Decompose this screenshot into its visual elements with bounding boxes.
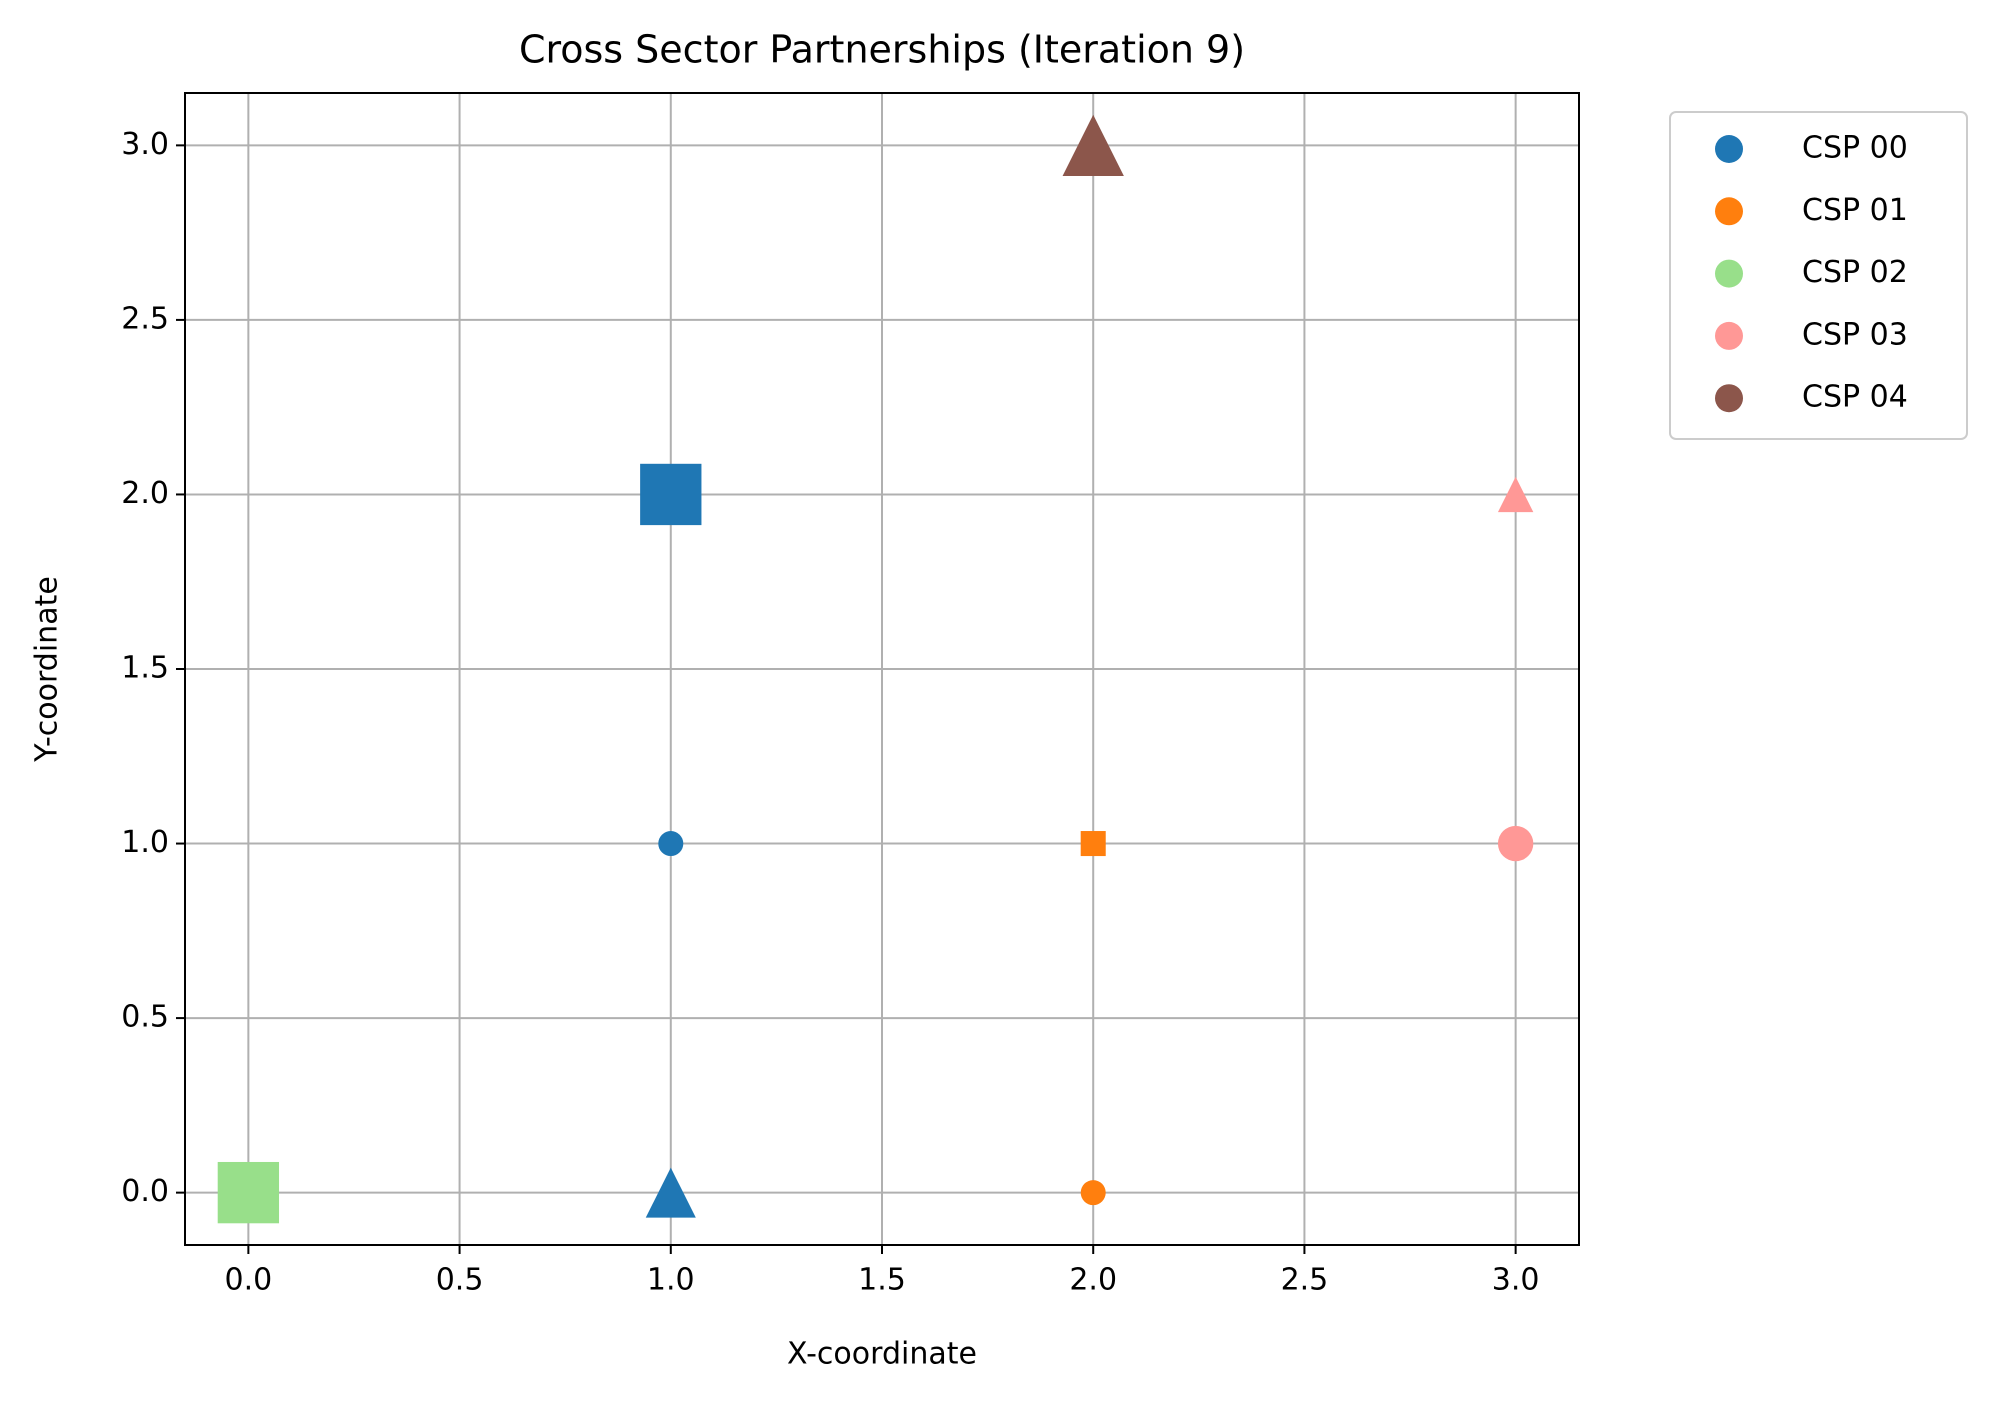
point [645,1167,696,1218]
ticks: 0.0 0.5 1.0 1.5 2.0 2.5 3.0 0.0 0.5 1.0 1.5 2.0 2.5 3… [121,127,1539,1298]
legend-label: CSP 04 [1802,380,1908,415]
x-tick-label: 0.0 [225,1263,273,1298]
plot-area [217,114,1534,1224]
point [1062,114,1124,177]
x-tick-label: 1.5 [858,1263,906,1298]
point [1497,825,1534,862]
legend-marker [1715,384,1743,413]
legend-label: CSP 03 [1802,317,1908,352]
point [658,831,684,857]
legend-label: CSP 02 [1802,255,1908,290]
legend-label: CSP 01 [1802,193,1908,228]
point [1497,476,1534,513]
point [640,463,702,526]
point [1080,1180,1106,1206]
y-tick-label: 2.5 [121,301,169,336]
x-axis-label: X-coordinate [787,1337,977,1372]
y-tick-label: 0.0 [121,1174,169,1209]
x-tick-label: 0.5 [436,1263,484,1298]
legend-marker [1715,259,1743,288]
legend-marker [1715,321,1743,350]
y-tick-label: 1.0 [121,825,169,860]
x-tick-label: 3.0 [1492,1263,1540,1298]
legend-label: CSP 00 [1802,131,1908,166]
legend-marker [1715,135,1743,163]
x-tick-label: 2.0 [1069,1263,1117,1298]
point [1080,831,1106,857]
x-tick-label: 1.0 [647,1263,695,1298]
y-tick-label: 3.0 [121,127,169,162]
chart-title: Cross Sector Partnerships (Iteration 9) [519,28,1245,72]
legend [1669,111,1968,440]
y-tick-label: 2.0 [121,476,169,511]
point [217,1161,280,1224]
y-axis-label: Y-coordinate [30,576,65,763]
x-tick-label: 2.5 [1281,1263,1329,1298]
grid [185,93,1579,1245]
legend-marker [1715,197,1743,226]
y-tick-label: 1.5 [121,651,169,686]
y-tick-label: 0.5 [121,1000,169,1035]
